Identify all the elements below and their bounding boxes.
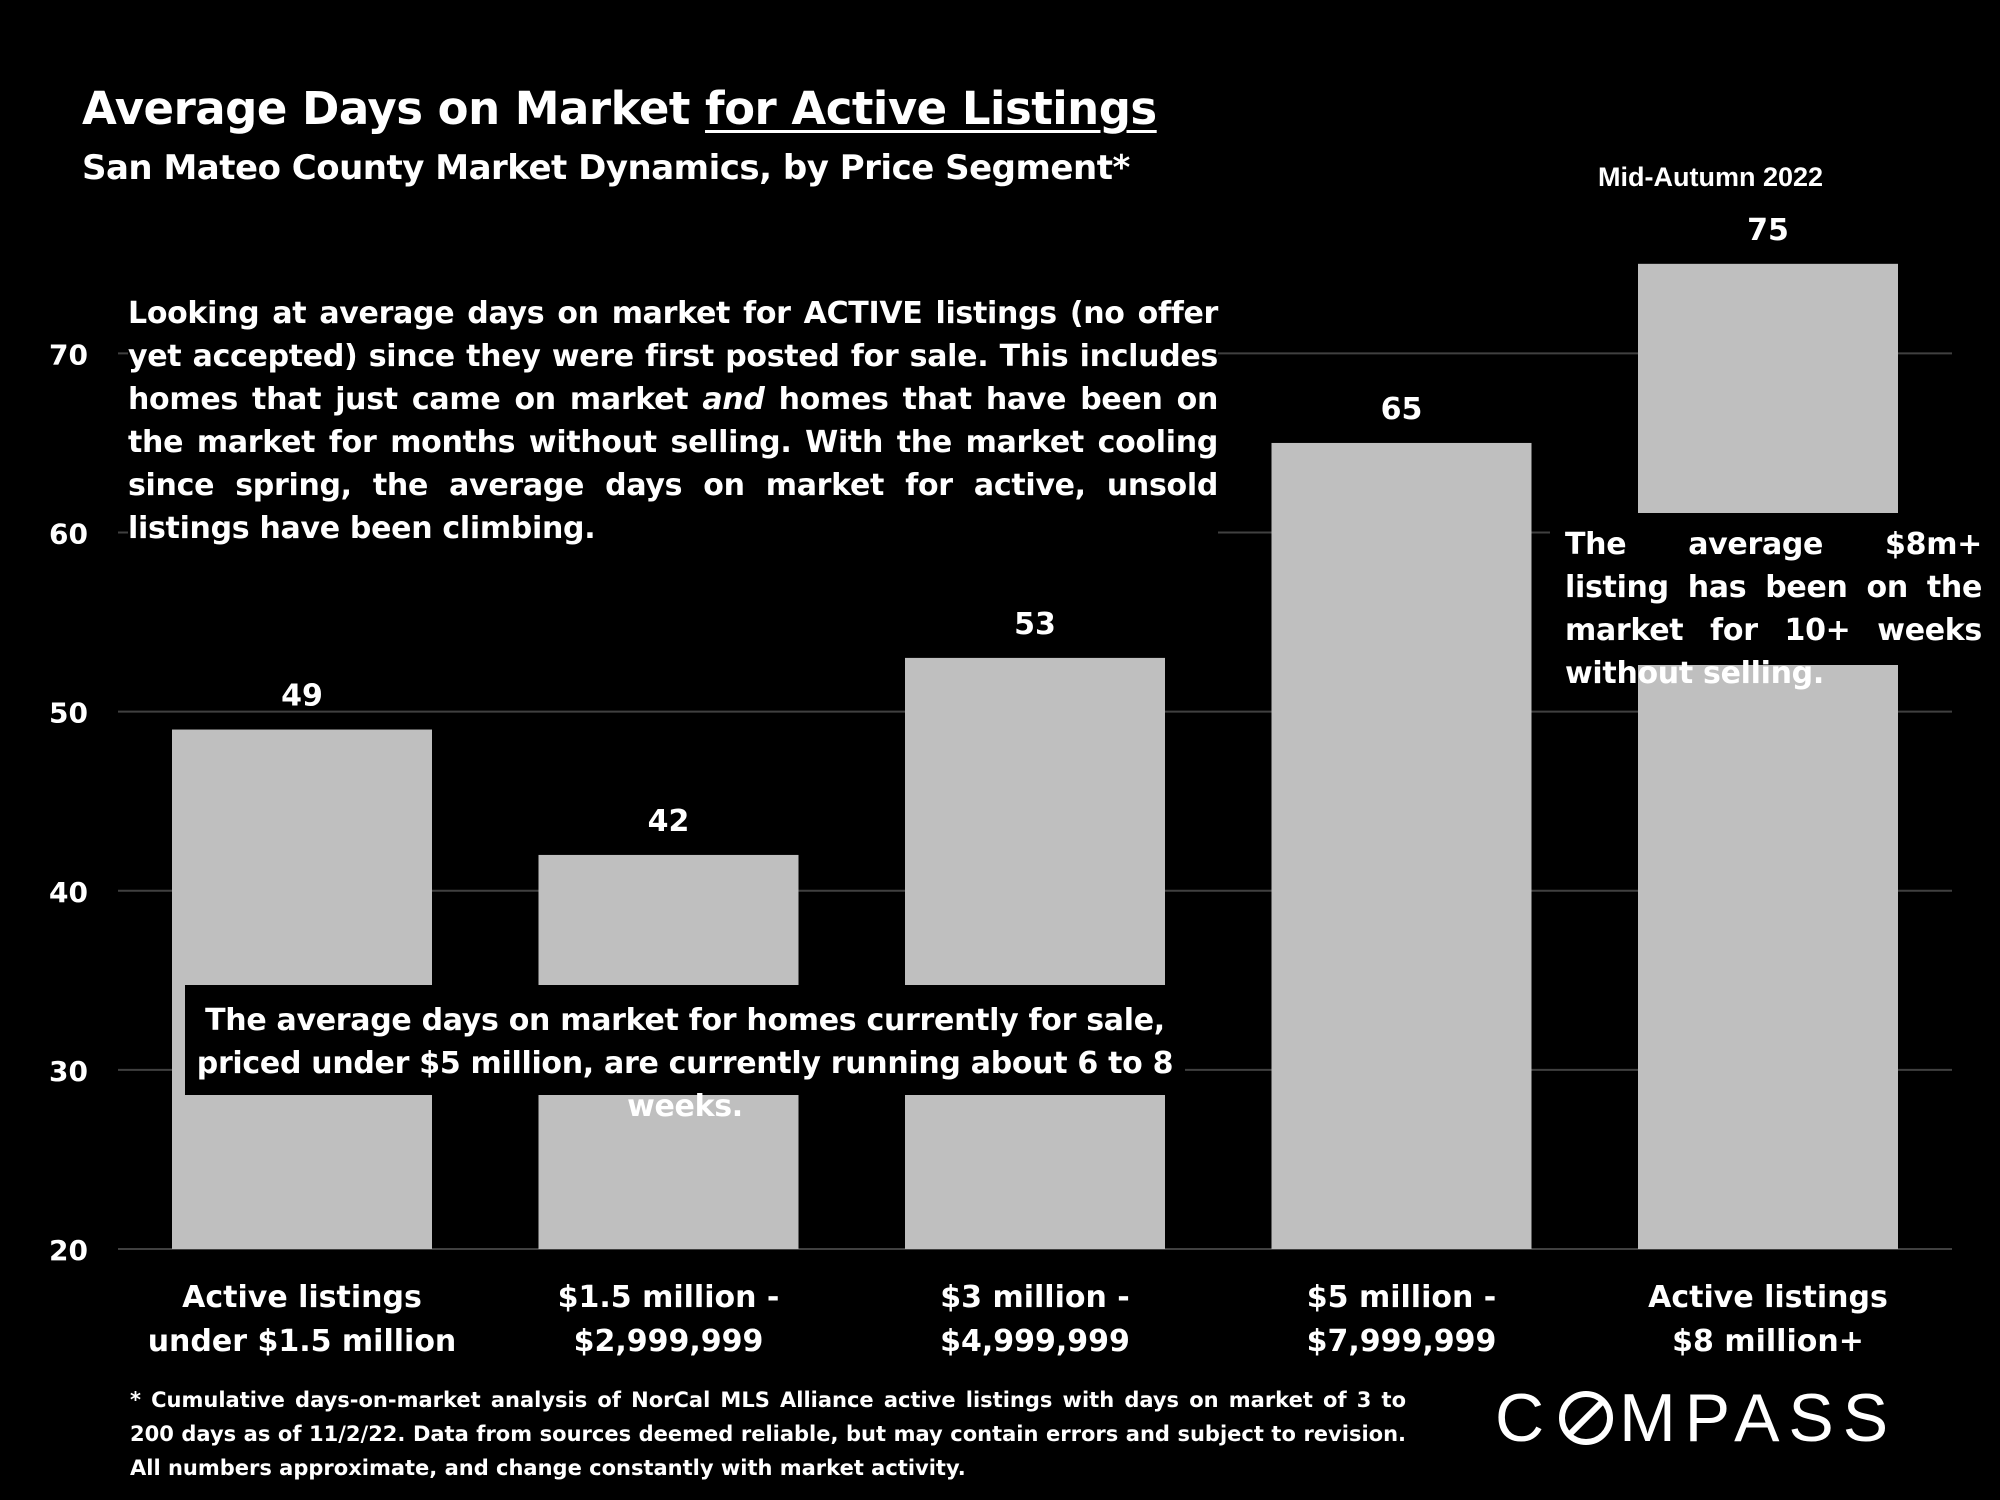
annotation-middle: The average days on market for homes cur…	[185, 985, 1185, 1124]
x-tick-label: $2,999,999	[574, 1324, 764, 1359]
title-main: Average Days on Market	[82, 82, 706, 135]
y-tick-label: 40	[49, 876, 88, 909]
x-tick-label: $4,999,999	[940, 1324, 1130, 1359]
y-tick-label: 20	[49, 1234, 88, 1267]
x-tick-label: $3 million -	[940, 1280, 1129, 1315]
x-tick-label: Active listings	[1648, 1280, 1888, 1315]
bar	[1271, 442, 1532, 1249]
chart-title: Average Days on Market for Active Listin…	[82, 82, 1157, 135]
x-tick-label: under $1.5 million	[148, 1324, 457, 1359]
x-tick-label: $8 million+	[1672, 1324, 1864, 1359]
title-underlined: for Active Listings	[705, 82, 1157, 135]
logo-letters-rest: MPASS	[1619, 1379, 1898, 1456]
annotation-top-emphasis: and	[702, 382, 765, 417]
annotation-top-text-1: Looking at average days on market for AC…	[128, 296, 1218, 417]
data-label: 75	[1747, 213, 1789, 248]
chart-subtitle: San Mateo County Market Dynamics, by Pri…	[82, 148, 1130, 188]
compass-o-icon	[1559, 1390, 1614, 1445]
y-tick-label: 60	[49, 518, 88, 551]
bar	[905, 657, 1165, 1249]
logo-letter-c: C	[1495, 1379, 1554, 1456]
x-tick-label: $5 million -	[1307, 1280, 1496, 1315]
x-tick-label: $7,999,999	[1307, 1324, 1497, 1359]
footnote: * Cumulative days-on-market analysis of …	[130, 1388, 1406, 1480]
data-label: 65	[1381, 392, 1423, 427]
compass-logo: C MPASS	[1495, 1379, 1898, 1456]
y-tick-label: 50	[49, 697, 88, 730]
x-tick-label: Active listings	[182, 1280, 422, 1315]
data-label: 42	[648, 804, 690, 839]
annotation-top: Looking at average days on market for AC…	[128, 292, 1218, 550]
y-tick-label: 30	[49, 1055, 88, 1088]
data-label: 53	[1014, 607, 1056, 642]
data-label: 49	[281, 679, 323, 714]
bar	[1638, 263, 1898, 1249]
period-label: Mid-Autumn 2022	[1598, 162, 1824, 192]
annotation-right: The average $8m+ listing has been on the…	[1550, 513, 2000, 691]
annotation-top-text-2: homes that have been on the market for m…	[128, 382, 1219, 546]
y-tick-label: 70	[49, 338, 88, 371]
x-tick-label: $1.5 million -	[558, 1280, 780, 1315]
